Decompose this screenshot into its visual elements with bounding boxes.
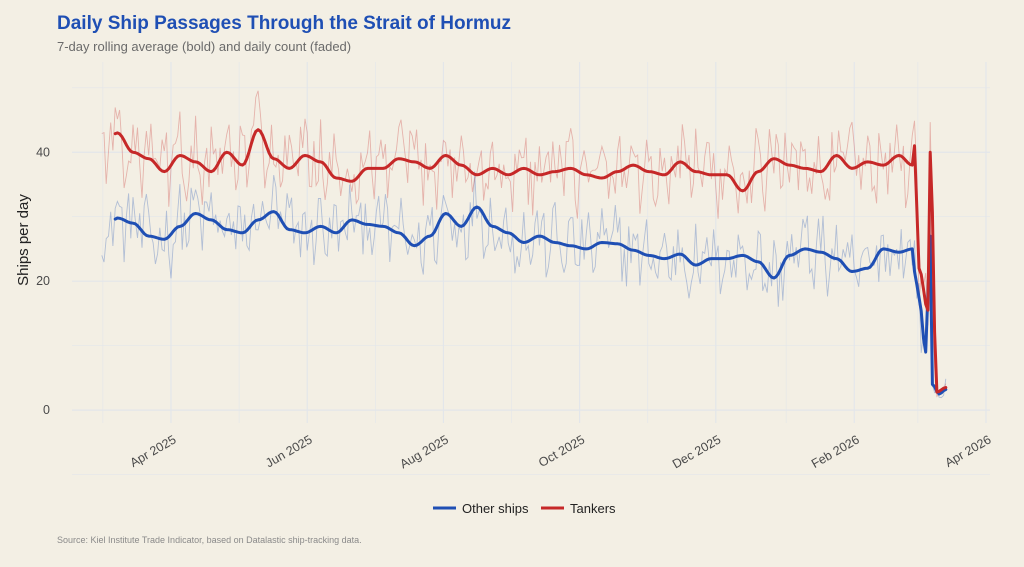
x-tick-label: Dec 2025 bbox=[670, 432, 723, 471]
rolling-line-tankers bbox=[113, 128, 948, 394]
legend-label-other-ships: Other ships bbox=[462, 501, 529, 516]
grid bbox=[72, 62, 990, 475]
x-tick-label: Apr 2025 bbox=[128, 432, 179, 470]
legend-label-tankers: Tankers bbox=[570, 501, 616, 516]
legend: Other ships Tankers bbox=[433, 501, 616, 516]
x-tick-label: Oct 2025 bbox=[536, 432, 587, 470]
y-tick-labels: 0 20 40 bbox=[36, 145, 50, 417]
y-axis-label: Ships per day bbox=[15, 194, 32, 286]
rolling-line-other-ships bbox=[113, 205, 948, 396]
x-tick-label: Feb 2026 bbox=[809, 432, 862, 471]
daily-line-other-ships bbox=[101, 171, 947, 399]
chart-title: Daily Ship Passages Through the Strait o… bbox=[57, 13, 511, 34]
series-layer bbox=[101, 90, 948, 399]
chart-subtitle: 7-day rolling average (bold) and daily c… bbox=[57, 39, 351, 54]
x-tick-label: Aug 2025 bbox=[398, 432, 451, 471]
x-tick-labels: Apr 2025 Jun 2025 Aug 2025 Oct 2025 Dec 2025… bbox=[128, 432, 994, 471]
source-note: Source: Kiel Institute Trade Indicator, … bbox=[57, 535, 362, 545]
y-tick-0: 0 bbox=[43, 403, 50, 417]
x-tick-label: Jun 2025 bbox=[263, 432, 315, 470]
y-tick-20: 20 bbox=[36, 274, 50, 288]
y-tick-40: 40 bbox=[36, 145, 50, 159]
daily-line-tankers bbox=[101, 90, 947, 398]
x-tick-label: Apr 2026 bbox=[943, 432, 994, 470]
